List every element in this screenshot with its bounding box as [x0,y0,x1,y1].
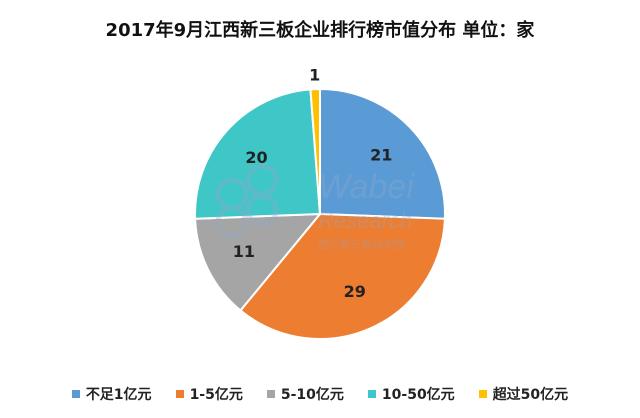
data-label-2: 11 [233,242,255,261]
legend-item-3: 10-50亿元 [367,384,455,404]
pie-slice-2 [194,212,323,312]
legend-label-1: 1-5亿元 [189,387,243,403]
watermark-name: Wabei [318,168,415,206]
data-label-3: 20 [245,148,267,167]
wabei-logo-icon [215,163,279,239]
legend-swatch-2 [266,390,275,398]
legend-item-2: 5-10亿元 [266,384,344,404]
legend-item-0: 不足1亿元 [71,384,152,404]
legend-swatch-1 [175,390,184,398]
legend-item-1: 1-5亿元 [175,384,243,404]
pie-slice-4 [309,87,321,215]
watermark-sub: Research [318,208,412,233]
legend-label-0: 不足1亿元 [85,387,152,403]
watermark-chinese: 挖贝新三板研究院 [318,237,406,251]
data-label-0: 21 [370,146,392,165]
pie-slices [194,87,446,340]
data-label-1: 29 [344,282,366,301]
legend-label-2: 5-10亿元 [280,387,344,403]
legend-swatch-3 [367,390,376,398]
pie-slice-3 [194,88,322,220]
chart-title: 2017年9月江西新三板企业排行榜市值分布 单位：家 [105,20,535,41]
legend-swatch-0 [71,390,80,398]
data-labels: 21 29 11 20 1 [233,66,393,301]
chart-legend: 不足1亿元 1-5亿元 5-10亿元 10-50亿元 超过50亿元 [0,383,640,405]
pie-slice-1 [239,212,446,340]
pie-slice-0 [319,87,446,220]
data-label-4: 1 [309,66,320,85]
wabei-watermark: Wabei Research 挖贝新三板研究院 [215,163,415,251]
legend-label-4: 超过50亿元 [492,387,569,403]
legend-item-4: 超过50亿元 [478,384,569,404]
legend-swatch-4 [478,390,487,398]
legend-label-3: 10-50亿元 [381,387,455,403]
